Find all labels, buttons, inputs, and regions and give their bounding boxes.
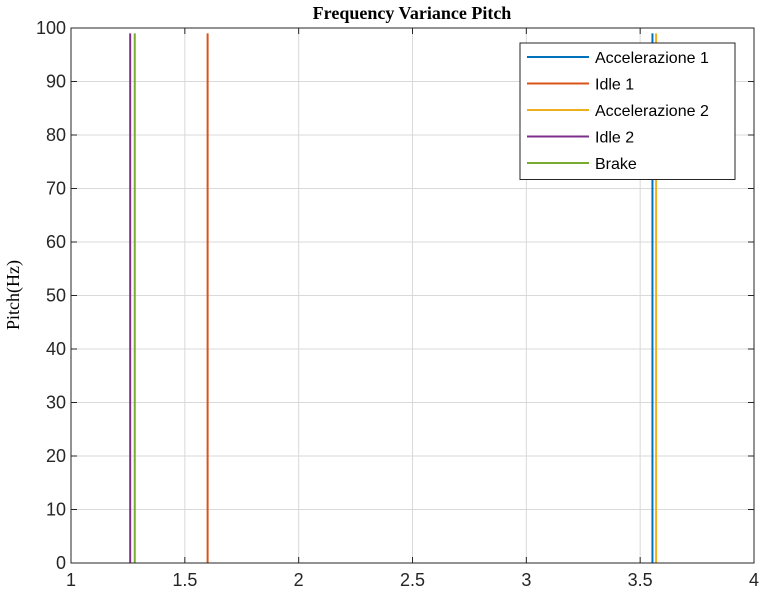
y-tick-label: 80 <box>46 125 66 145</box>
legend-box <box>519 42 736 180</box>
x-tick-label: 1 <box>66 570 76 590</box>
y-tick-label: 70 <box>46 179 66 199</box>
chart-title: Frequency Variance Pitch <box>313 3 512 23</box>
x-tick-label: 2.5 <box>400 570 425 590</box>
y-tick-label: 20 <box>46 446 66 466</box>
y-tick-label: 50 <box>46 286 66 306</box>
legend-entry: Idle 2 <box>595 130 634 147</box>
x-tick-label: 3.5 <box>628 570 653 590</box>
legend-entry: Accelerazione 1 <box>595 50 709 67</box>
legend-entry: Accelerazione 2 <box>595 103 709 120</box>
y-tick-label: 60 <box>46 232 66 252</box>
legend-entry: Idle 1 <box>595 77 634 94</box>
legend: Accelerazione 1 Idle 1 Accelerazione 2 Idle… <box>519 42 736 180</box>
y-tick-label: 90 <box>46 72 66 92</box>
x-tick-label: 1.5 <box>172 570 197 590</box>
y-tick-label: 10 <box>46 500 66 520</box>
x-ticks: 1 1.5 2 2.5 3 3.5 4 <box>66 28 759 590</box>
x-tick-label: 4 <box>749 570 759 590</box>
y-tick-label: 30 <box>46 393 66 413</box>
x-tick-label: 3 <box>521 570 531 590</box>
y-tick-label: 40 <box>46 339 66 359</box>
legend-entry: Brake <box>595 156 637 173</box>
y-axis-label: Pitch(Hz) <box>3 260 24 330</box>
y-tick-label: 0 <box>56 553 66 573</box>
y-tick-label: 100 <box>36 18 66 38</box>
x-tick-label: 2 <box>294 570 304 590</box>
y-ticks: 0 10 20 30 40 50 60 70 80 90 100 <box>36 18 754 573</box>
